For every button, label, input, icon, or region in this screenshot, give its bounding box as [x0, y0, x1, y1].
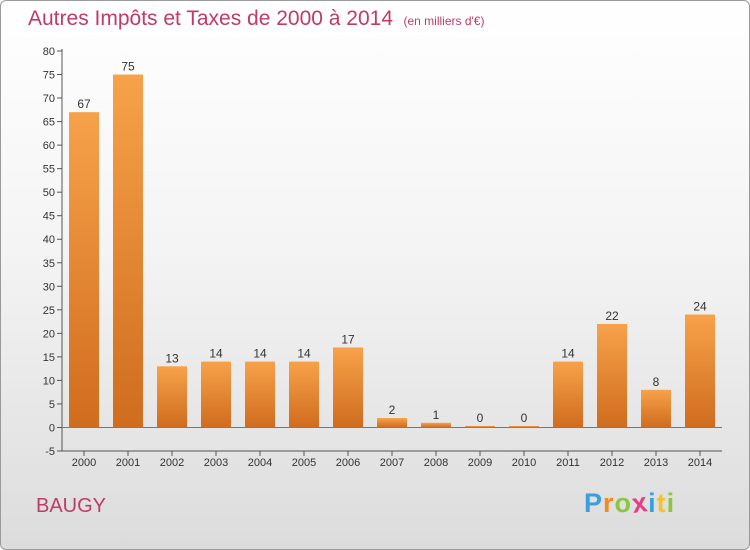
x-tick-label: 2010 — [512, 457, 536, 469]
data-label-2004: 14 — [253, 347, 267, 361]
y-tick-label: 55 — [43, 164, 55, 176]
chart-subtitle: (en milliers d'€) — [403, 14, 485, 28]
bar-2009 — [465, 425, 495, 428]
bar-2006 — [333, 347, 363, 428]
data-label-2009: 0 — [477, 411, 484, 425]
x-tick-label: 2005 — [292, 457, 316, 469]
chart-title-block: Autres Impôts et Taxes de 2000 à 2014 (e… — [28, 7, 484, 31]
y-tick-label: 75 — [43, 70, 55, 82]
data-label-2005: 14 — [297, 347, 311, 361]
data-label-2014: 24 — [693, 300, 707, 314]
y-tick-label: 40 — [43, 234, 55, 246]
y-tick-label: 0 — [49, 422, 55, 434]
y-tick-label: 70 — [43, 93, 55, 105]
bar-2007 — [377, 418, 407, 428]
x-tick-label: 2004 — [248, 457, 272, 469]
bar-2004 — [245, 361, 275, 428]
x-tick-label: 2013 — [644, 457, 668, 469]
data-label-2010: 0 — [521, 411, 528, 425]
bar-2011 — [553, 361, 583, 428]
data-label-2012: 22 — [605, 309, 619, 323]
chart-bars — [69, 74, 715, 428]
bar-2000 — [69, 112, 99, 428]
x-tick-label: 2001 — [116, 457, 140, 469]
logo-letter: o — [614, 488, 633, 518]
y-tick-label: 35 — [43, 258, 55, 270]
data-label-2011: 14 — [561, 347, 575, 361]
y-tick-label: 15 — [43, 352, 55, 364]
x-tick-label: 2009 — [468, 457, 492, 469]
bar-2005 — [289, 361, 319, 428]
y-tick-label: 80 — [43, 46, 55, 58]
logo-letter: r — [603, 488, 615, 518]
logo-letter: t — [656, 488, 667, 518]
y-tick-label: 65 — [43, 117, 55, 129]
chart-data-labels: 67 75 13 14 14 14 17 2 1 0 0 14 22 8 24 — [77, 60, 707, 425]
y-tick-label: 30 — [43, 281, 55, 293]
bar-2001 — [113, 74, 143, 428]
data-label-2007: 2 — [389, 403, 396, 417]
x-tick-label: 2014 — [688, 457, 712, 469]
data-label-2000: 67 — [77, 97, 91, 111]
x-tick-label: 2003 — [204, 457, 228, 469]
y-tick-label: 5 — [49, 399, 55, 411]
data-label-2013: 8 — [653, 375, 660, 389]
bar-2014 — [685, 314, 715, 428]
x-tick-label: 2008 — [424, 457, 448, 469]
bar-2013 — [641, 389, 671, 428]
data-label-2002: 13 — [165, 351, 179, 365]
logo-letter: i — [648, 488, 657, 518]
y-tick-label: 50 — [43, 187, 55, 199]
x-tick-label: 2006 — [336, 457, 360, 469]
proxiti-logo: Proxiti — [584, 487, 676, 519]
y-tick-label: 10 — [43, 375, 55, 387]
bar-2002 — [157, 366, 187, 428]
data-label-2001: 75 — [121, 60, 135, 74]
x-tick-label: 2000 — [72, 457, 96, 469]
y-tick-label: -5 — [45, 446, 55, 458]
y-tick-label: 20 — [43, 328, 55, 340]
y-tick-label: 60 — [43, 140, 55, 152]
bar-2003 — [201, 361, 231, 428]
y-tick-label: 45 — [43, 211, 55, 223]
bar-2012 — [597, 323, 627, 428]
x-tick-label: 2007 — [380, 457, 404, 469]
data-label-2003: 14 — [209, 347, 223, 361]
data-label-2008: 1 — [433, 408, 440, 422]
commune-name: BAUGY — [36, 495, 107, 517]
x-tick-label: 2011 — [556, 457, 580, 469]
logo-letter: i — [666, 488, 676, 518]
bar-2008 — [421, 422, 451, 428]
bar-2010 — [509, 425, 539, 428]
chart-title: Autres Impôts et Taxes de 2000 à 2014 — [28, 7, 394, 30]
y-tick-label: 25 — [43, 305, 55, 317]
logo-letter: P — [584, 488, 604, 518]
x-tick-label: 2002 — [160, 457, 184, 469]
x-tick-label: 2012 — [600, 457, 624, 469]
data-label-2006: 17 — [341, 332, 355, 346]
